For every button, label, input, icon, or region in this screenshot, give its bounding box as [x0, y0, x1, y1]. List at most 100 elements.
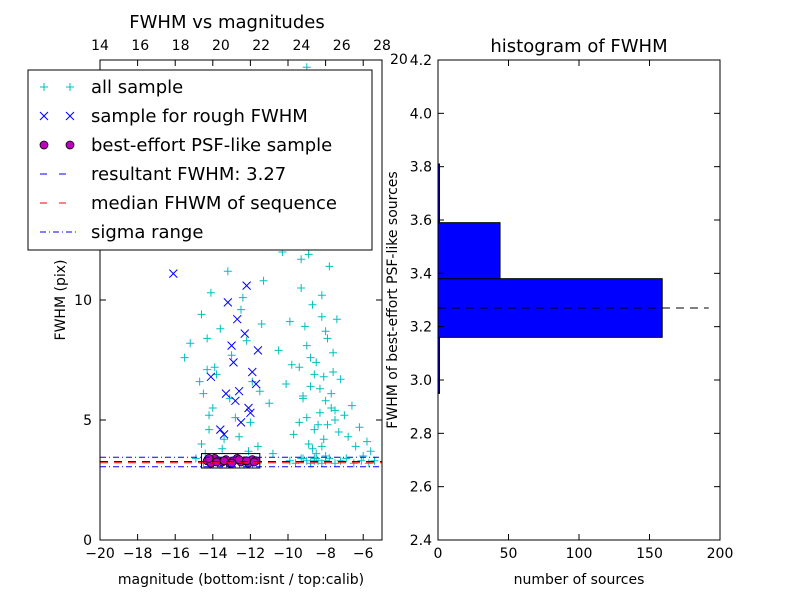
rough-sample-point	[251, 379, 261, 389]
left-y-tick-label: 10	[74, 293, 92, 309]
top-x-tick-label: 14	[91, 38, 109, 54]
all-sample-point	[334, 428, 343, 436]
left-y-axis-label: FWHM (pix)	[53, 260, 69, 341]
all-sample-point	[359, 452, 368, 460]
top-x-tick-label: 28	[373, 38, 391, 54]
right-y-tick-label: 3.0	[410, 373, 432, 389]
all-sample-point	[302, 341, 311, 350]
all-sample-point	[285, 317, 294, 326]
all-sample-point	[220, 435, 229, 444]
all-sample-point	[370, 456, 379, 465]
rough-sample-point	[246, 408, 255, 418]
all-sample-point	[310, 370, 319, 379]
all-sample-point	[235, 432, 244, 441]
left-y-tick-label: 5	[83, 413, 92, 429]
all-sample-point	[323, 420, 332, 429]
all-sample-point	[265, 399, 274, 408]
legend-entry: sigma range	[40, 222, 203, 243]
top-axis-corner-label: 20	[390, 52, 408, 68]
all-sample-point	[308, 444, 317, 453]
all-sample-point	[331, 416, 339, 424]
all-sample-point	[180, 353, 189, 362]
all-sample-point	[317, 442, 326, 451]
legend-label: median FHWM of sequence	[91, 193, 337, 214]
rough-sample-point	[253, 346, 263, 355]
all-sample-point	[344, 432, 353, 441]
all-sample-point	[186, 339, 195, 348]
all-sample-point	[197, 440, 206, 448]
all-sample-point	[302, 413, 311, 422]
legend-plus-marker	[40, 83, 48, 91]
all-sample-point	[329, 368, 338, 376]
all-sample-point	[327, 404, 336, 412]
right-y-tick-label: 3.8	[410, 160, 432, 176]
all-sample-point	[191, 454, 200, 463]
right-chart-title: histogram of FWHM	[490, 36, 667, 57]
right-y-tick-label: 2.6	[410, 480, 432, 496]
legend-entry: resultant FWHM: 3.27	[40, 164, 286, 185]
left-x-tick-label: −8	[315, 546, 336, 562]
legend-label: best-effort PSF-like sample	[91, 135, 332, 156]
all-sample-point	[331, 459, 339, 468]
all-sample-point	[314, 420, 323, 429]
all-sample-point	[315, 384, 324, 393]
top-x-tick-label: 16	[131, 38, 149, 54]
all-sample-point	[203, 334, 212, 343]
legend-entry: sample for rough FWHM	[39, 106, 308, 127]
left-x-tick-label: −12	[236, 546, 266, 562]
legend: all sample sample for rough FWHM best-effo…	[27, 69, 373, 251]
all-sample-point	[227, 351, 236, 360]
selection-box	[201, 453, 261, 469]
all-sample-point	[329, 348, 338, 357]
right-x-axis-label: number of sources	[514, 572, 645, 588]
all-sample-point	[306, 353, 315, 362]
rough-sample-point	[223, 298, 233, 307]
all-sample-point	[366, 447, 375, 456]
right-y-tick-label: 3.6	[410, 213, 432, 229]
rough-sample-point	[206, 372, 216, 382]
all-sample-point	[317, 291, 326, 300]
left-axis-ticks: −20 −18 −16 −14 −12 −10 −8 −6 14 16 18 20 22 24 26 28 0 5…	[74, 38, 391, 562]
rough-sample-point	[231, 396, 240, 406]
left-y-tick-label: 0	[83, 533, 92, 549]
all-sample-point	[274, 346, 283, 355]
rough-sample-point	[227, 341, 236, 350]
all-sample-point	[223, 267, 232, 276]
rough-sample-point	[242, 281, 251, 290]
all-sample-point	[259, 276, 268, 285]
right-plot-area	[437, 59, 721, 541]
legend-label: resultant FWHM: 3.27	[91, 164, 286, 185]
left-x-tick-label: −18	[123, 546, 153, 562]
all-sample-point	[199, 389, 208, 398]
psf-sample-point	[219, 456, 229, 466]
left-x-tick-label: −20	[85, 546, 115, 562]
left-x-tick-label: −6	[353, 546, 374, 562]
left-x-tick-label: −14	[198, 546, 228, 562]
all-sample-point	[355, 423, 364, 432]
all-sample-point	[197, 310, 206, 319]
all-sample-point	[246, 418, 255, 427]
all-sample-point	[257, 320, 266, 328]
all-sample-point	[340, 411, 349, 420]
all-sample-point	[312, 358, 321, 367]
all-sample-point	[206, 288, 215, 297]
all-sample-point	[210, 363, 219, 372]
all-sample-point	[336, 375, 345, 384]
all-sample-point	[195, 377, 204, 386]
top-x-tick-label: 20	[212, 38, 230, 54]
all-sample-point	[332, 315, 341, 324]
fwhm-vs-magnitude-plot: FWHM vs magnitudes 20 −20 −18 −16 −14 −12 −10…	[27, 12, 408, 588]
all-sample-point	[285, 456, 294, 465]
all-sample-point	[357, 456, 366, 465]
rough-sample-point	[168, 269, 178, 278]
all-sample-point	[323, 334, 332, 343]
left-x-tick-label: −16	[160, 546, 190, 562]
legend-entry: median FHWM of sequence	[40, 193, 337, 214]
right-x-tick-label: 150	[636, 546, 663, 562]
histogram-bar	[437, 222, 501, 280]
legend-entry: best-effort PSF-like sample	[39, 135, 332, 156]
right-x-tick-label: 0	[434, 546, 443, 562]
right-x-tick-label: 100	[566, 546, 593, 562]
legend-label: sample for rough FWHM	[91, 106, 308, 127]
all-sample-point	[295, 363, 304, 372]
